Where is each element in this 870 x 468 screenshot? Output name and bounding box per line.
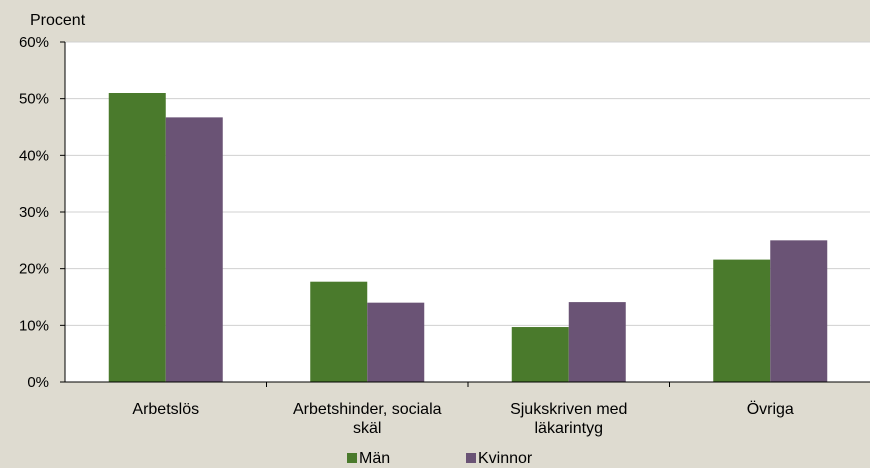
bar-kvinnor-0 [165,117,223,382]
category-label-line: Övriga [747,400,794,418]
axes [64,42,870,387]
category-labels: Arbetslös Arbetshinder, sociala skäl Sjuksk… [132,400,794,437]
legend-label: Kvinnor [478,450,533,467]
y-axis-unit-label: Procent [30,12,86,29]
category-label: Övriga [747,400,794,418]
category-label-line: läkarintyg [535,420,603,437]
y-tick-label: 10% [19,317,49,334]
y-tick-label: 50% [19,91,49,108]
y-tick-label: 30% [19,204,49,221]
bar-kvinnor-2 [568,302,626,382]
bars [108,93,828,382]
bar-man-3 [713,259,771,382]
category-label-line: Arbetshinder, sociala [293,401,442,418]
y-tick-label: 0% [27,374,49,391]
category-label-line: skäl [353,420,381,437]
category-label: Arbetslös [132,401,199,418]
legend-label: Män [359,450,390,467]
category-label-line: Arbetslös [132,401,199,418]
category-label: Arbetshinder, sociala skäl [293,401,442,437]
bar-man-2 [511,327,569,382]
bar-kvinnor-3 [770,240,828,382]
y-tick-label: 20% [19,261,49,278]
legend-swatch [466,453,476,463]
y-tick-labels: 0% 10% 20% 30% 40% 50% 60% [19,34,49,391]
bar-man-0 [108,93,166,382]
category-label-line: Sjukskriven med [510,401,627,418]
category-label: Sjukskriven med läkarintyg [510,401,627,437]
bar-kvinnor-1 [367,302,425,382]
legend: Män Kvinnor [347,450,533,467]
bar-man-1 [310,281,368,382]
y-tick-label: 40% [19,147,49,164]
legend-swatch [347,453,357,463]
y-tick-label: 60% [19,34,49,51]
